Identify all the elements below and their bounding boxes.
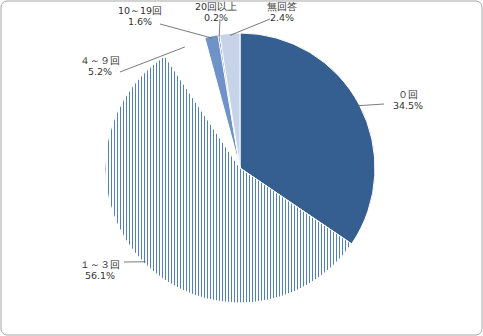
leader-line — [120, 47, 185, 72]
value-label: 1.6% — [128, 16, 152, 27]
leader-line — [230, 19, 270, 35]
value-label: 5.2% — [88, 66, 112, 77]
slice-label: ４～９回 — [80, 55, 120, 66]
leader-line — [124, 261, 146, 262]
slice-label: 20回以上 — [195, 1, 237, 12]
slice-label: ０回 — [398, 89, 418, 100]
slice-label: １～３回 — [80, 259, 120, 270]
slices — [105, 33, 375, 303]
value-label: 2.4% — [270, 12, 294, 23]
value-label: 34.5% — [393, 100, 423, 111]
labels: ０回34.5% １～３回56.1% ４～９回5.2% 10～19回1.6% 20回以上0… — [80, 1, 423, 281]
leader-line — [358, 104, 384, 106]
leader-line — [160, 24, 212, 38]
slice — [220, 33, 240, 168]
frame — [1, 1, 482, 335]
chart: ０回34.5% １～３回56.1% ４～９回5.2% 10～19回1.6% 20回以上0… — [0, 0, 483, 336]
value-label: 56.1% — [85, 270, 115, 281]
slice-label: 無回答 — [267, 1, 297, 12]
slice-label: 10～19回 — [118, 5, 162, 16]
value-label: 0.2% — [204, 12, 228, 23]
